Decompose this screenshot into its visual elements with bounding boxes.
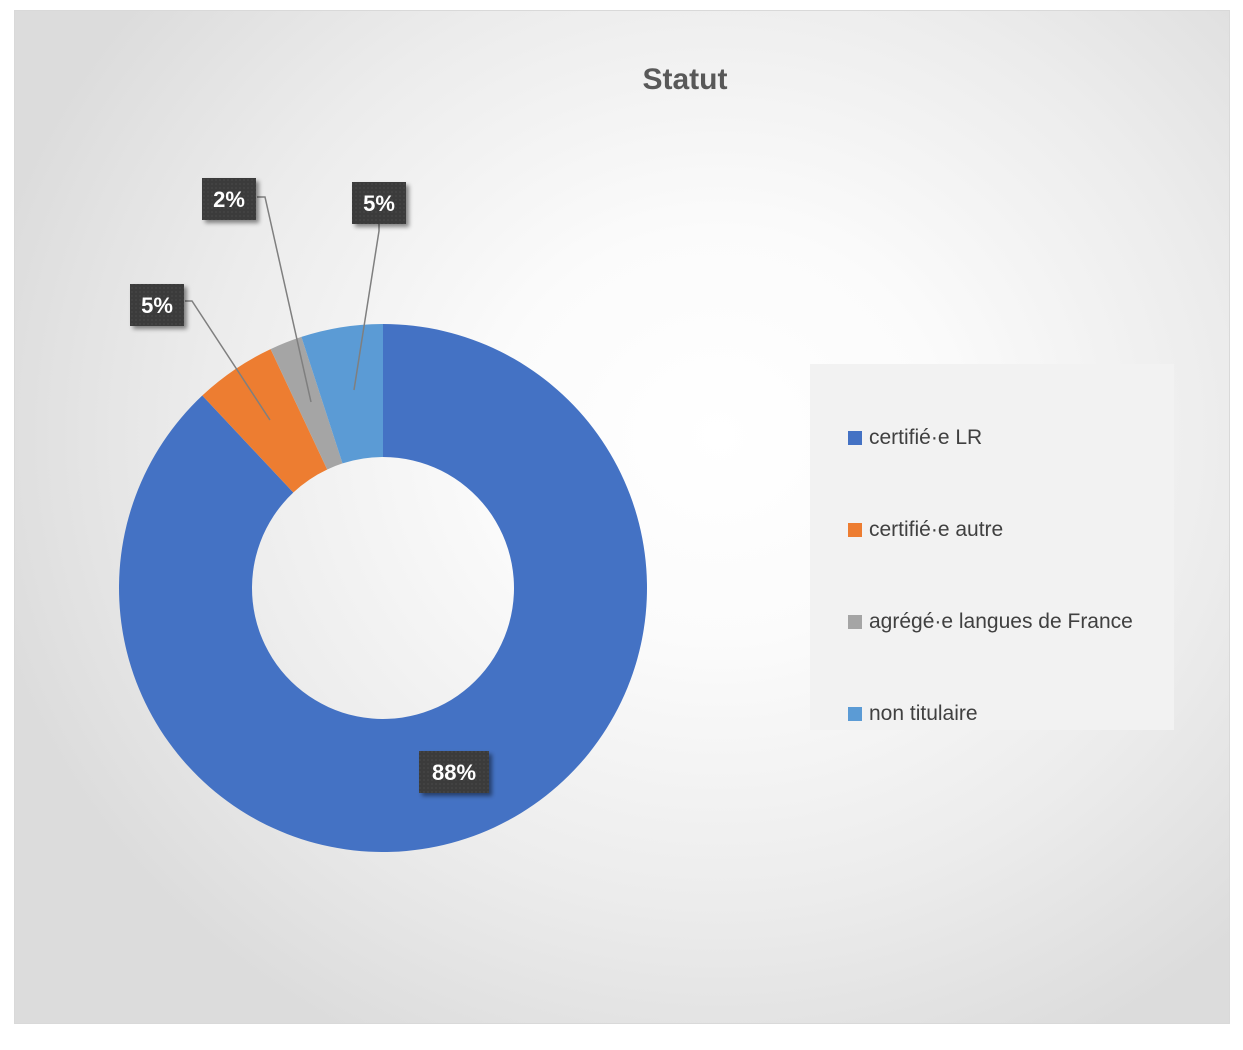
donut-slice bbox=[270, 336, 343, 470]
leader-lines bbox=[185, 196, 380, 421]
data-label: 88% bbox=[419, 751, 489, 793]
data-label-text: 88% bbox=[432, 760, 476, 785]
donut-slice bbox=[301, 324, 383, 464]
data-label-box bbox=[130, 284, 184, 326]
data-label: 2% bbox=[202, 178, 256, 220]
chart-area: Statut 88% 5% 2% 5% certifié·e LR certifié·e… bbox=[14, 10, 1230, 1024]
legend-label: certifié·e LR bbox=[869, 426, 983, 449]
leader-line bbox=[185, 300, 271, 421]
donut-slice bbox=[119, 324, 648, 852]
legend-swatch bbox=[848, 615, 862, 629]
legend: certifié·e LR certifié·e autre agrégé·e la… bbox=[810, 364, 1174, 730]
legend-item: certifié·e LR bbox=[848, 392, 1174, 484]
data-label-box bbox=[419, 751, 489, 793]
legend-label: non titulaire bbox=[869, 702, 978, 725]
legend-label: certifié·e autre bbox=[869, 518, 1004, 541]
data-label-box bbox=[202, 178, 256, 220]
data-labels: 88% 5% 2% 5% bbox=[130, 178, 489, 793]
data-label: 5% bbox=[130, 284, 184, 326]
data-label-text: 2% bbox=[213, 187, 245, 212]
data-label-text: 5% bbox=[363, 191, 395, 216]
donut-slices bbox=[119, 324, 648, 852]
legend-label: agrégé·e langues de France bbox=[869, 610, 1133, 633]
legend-swatch bbox=[848, 431, 862, 445]
legend-item: non titulaire bbox=[848, 668, 1174, 760]
data-label-text: 5% bbox=[141, 293, 173, 318]
data-label: 5% bbox=[352, 182, 406, 224]
leader-line bbox=[353, 224, 380, 391]
donut-chart: 88% 5% 2% 5% bbox=[119, 178, 648, 852]
legend-item: agrégé·e langues de France bbox=[848, 576, 1174, 668]
donut-slice bbox=[202, 349, 328, 493]
data-label-box bbox=[352, 182, 406, 224]
legend-item: certifié·e autre bbox=[848, 484, 1174, 576]
chart-title: Statut bbox=[642, 63, 728, 96]
legend-swatch bbox=[848, 707, 862, 721]
leader-line bbox=[257, 196, 312, 403]
legend-swatch bbox=[848, 523, 862, 537]
